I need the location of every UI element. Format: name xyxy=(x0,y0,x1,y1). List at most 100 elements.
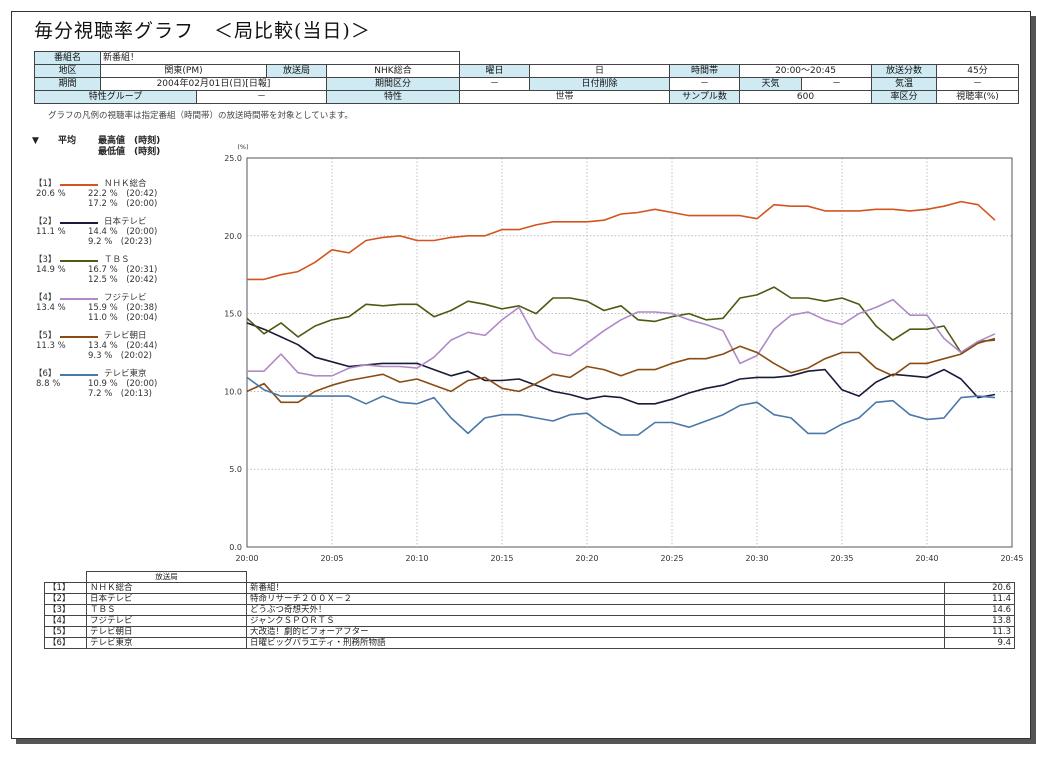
legend-station: テレビ朝日 xyxy=(104,331,147,341)
y-tick-label: 25.0 xyxy=(224,154,242,163)
legend-station: テレビ東京 xyxy=(104,369,147,379)
x-tick-label: 20:30 xyxy=(745,554,768,563)
y-tick-label: 15.0 xyxy=(224,310,242,319)
legend-station: ＮＨＫ総合 xyxy=(104,179,147,189)
row-program: ジャンクＳＰＯＲＴＳ xyxy=(246,615,945,627)
row-value: 11.3 xyxy=(944,626,1015,638)
table-row: 【6】 テレビ東京 日曜ビッグバラエティ・刑務所物語 9.4 xyxy=(44,637,1015,649)
legend-min: 9.3 % (20:02) xyxy=(88,351,152,361)
x-tick-label: 20:45 xyxy=(1000,554,1023,563)
legend-average: 8.8 % xyxy=(36,379,61,389)
legend-min: 12.5 % (20:42) xyxy=(88,275,158,285)
x-tick-label: 20:10 xyxy=(405,554,428,563)
table-row: 【5】 テレビ朝日 大改造！劇的ビフォーアフター 11.3 xyxy=(44,626,1015,638)
table-row: 【2】 日本テレビ 特命リサーチ２００Ｘ－２ 11.4 xyxy=(44,593,1015,605)
table-row: 【3】 ＴＢＳ どうぶつ奇想天外！ 14.6 xyxy=(44,604,1015,616)
region-label: 地区 xyxy=(34,64,101,78)
legend-average: 14.9 % xyxy=(36,265,66,275)
y-tick-label: 0.0 xyxy=(229,543,242,552)
row-value: 9.4 xyxy=(944,637,1015,649)
x-tick-label: 20:20 xyxy=(575,554,598,563)
legend-swatch xyxy=(60,374,98,376)
row-station: ＮＨＫ総合 xyxy=(86,582,247,594)
legend-average: 20.6 % xyxy=(36,189,66,199)
series-line-6 xyxy=(246,376,996,436)
legend-min: 9.2 % (20:23) xyxy=(88,237,152,247)
legend-average: 13.4 % xyxy=(36,303,66,313)
legend-index: 【6】 xyxy=(34,369,57,379)
date-exclude-label: 日付削除 xyxy=(529,77,671,91)
table-row: 【4】 フジテレビ ジャンクＳＰＯＲＴＳ 13.8 xyxy=(44,615,1015,627)
series-line-2 xyxy=(246,322,996,405)
legend-index: 【1】 xyxy=(34,179,57,189)
legend-min: 17.2 % (20:00) xyxy=(88,199,158,209)
attribute-value: 世帯 xyxy=(459,90,671,104)
row-station: テレビ朝日 xyxy=(86,626,247,638)
legend-max: 22.2 % (20:42) xyxy=(88,189,158,199)
legend-min-header: 最低値 (時刻) xyxy=(98,147,161,157)
row-station: フジテレビ xyxy=(86,615,247,627)
attribute-label: 特性 xyxy=(325,90,461,104)
y-tick-label: 20.0 xyxy=(224,232,242,241)
row-value: 13.8 xyxy=(944,615,1015,627)
x-tick-label: 20:40 xyxy=(915,554,938,563)
x-tick-label: 20:35 xyxy=(830,554,853,563)
legend-max: 10.9 % (20:00) xyxy=(88,379,158,389)
legend-swatch xyxy=(60,336,98,338)
attribute-group-label: 特性グループ xyxy=(34,90,197,104)
row-index: 【2】 xyxy=(44,593,87,605)
legend-note: グラフの凡例の視聴率は指定番組（時間帯）の放送時間帯を対象としています。 xyxy=(48,111,353,121)
program-table-header: 放送局 xyxy=(86,571,247,583)
legend-station: ＴＢＳ xyxy=(104,255,130,265)
station-label: 放送局 xyxy=(266,64,327,78)
row-station: ＴＢＳ xyxy=(86,604,247,616)
legend-max-header: 最高値 (時刻) xyxy=(98,136,161,146)
row-program: 日曜ビッグバラエティ・刑務所物語 xyxy=(246,637,945,649)
legend-station: フジテレビ xyxy=(104,293,147,303)
period-label: 期間 xyxy=(34,77,101,91)
x-tick-label: 20:25 xyxy=(660,554,683,563)
row-station: 日本テレビ xyxy=(86,593,247,605)
row-program: どうぶつ奇想天外！ xyxy=(246,604,945,616)
legend-min: 7.2 % (20:13) xyxy=(88,389,152,399)
row-value: 20.6 xyxy=(944,582,1015,594)
duration-label: 放送分数 xyxy=(871,64,938,78)
series-line-3 xyxy=(246,286,996,354)
legend-swatch xyxy=(60,260,98,262)
plot-frame xyxy=(246,157,1013,548)
legend-swatch xyxy=(60,184,98,186)
legend-index: 【2】 xyxy=(34,217,57,227)
row-value: 11.4 xyxy=(944,593,1015,605)
legend-station: 日本テレビ xyxy=(104,217,147,227)
legend-max: 14.4 % (20:00) xyxy=(88,227,158,237)
legend-max: 13.4 % (20:44) xyxy=(88,341,158,351)
row-program: 大改造！劇的ビフォーアフター xyxy=(246,626,945,638)
x-tick-label: 20:15 xyxy=(490,554,513,563)
row-station: テレビ東京 xyxy=(86,637,247,649)
legend-index: 【3】 xyxy=(34,255,57,265)
y-axis-unit: (%) xyxy=(237,143,248,151)
rate-type-label: 率区分 xyxy=(871,90,938,104)
y-tick-label: 5.0 xyxy=(229,465,242,474)
series-line-4 xyxy=(247,298,996,377)
legend-index: 【5】 xyxy=(34,331,57,341)
legend-min: 11.0 % (20:04) xyxy=(88,313,158,323)
legend-max: 16.7 % (20:31) xyxy=(88,265,158,275)
legend-avg-header: 平均 xyxy=(58,136,77,146)
timeslot-label: 時間帯 xyxy=(669,64,741,78)
legend-average: 11.1 % xyxy=(36,227,66,237)
legend-index: 【4】 xyxy=(34,293,57,303)
legend-marker: ▼ xyxy=(32,136,39,146)
row-program: 新番組！ xyxy=(246,582,945,594)
row-program: 特命リサーチ２００Ｘ－２ xyxy=(246,593,945,605)
sample-size-label: サンプル数 xyxy=(669,90,741,104)
y-tick-label: 10.0 xyxy=(224,387,242,396)
x-tick-label: 20:05 xyxy=(320,554,343,563)
row-index: 【3】 xyxy=(44,604,87,616)
legend-header: ▼ 平均 最高値 (時刻) 最低値 (時刻) xyxy=(32,136,160,158)
page-title: 毎分視聴率グラフ ＜局比較(当日)＞ xyxy=(34,20,371,42)
series-line-1 xyxy=(247,200,996,281)
rate-type-value: 視聴率(%) xyxy=(936,90,1020,104)
program-table: 放送局 【1】 ＮＨＫ総合 新番組！ 20.6 【2】 日本テレビ 特命リサーチ２００Ｘ－２… xyxy=(44,571,1015,649)
